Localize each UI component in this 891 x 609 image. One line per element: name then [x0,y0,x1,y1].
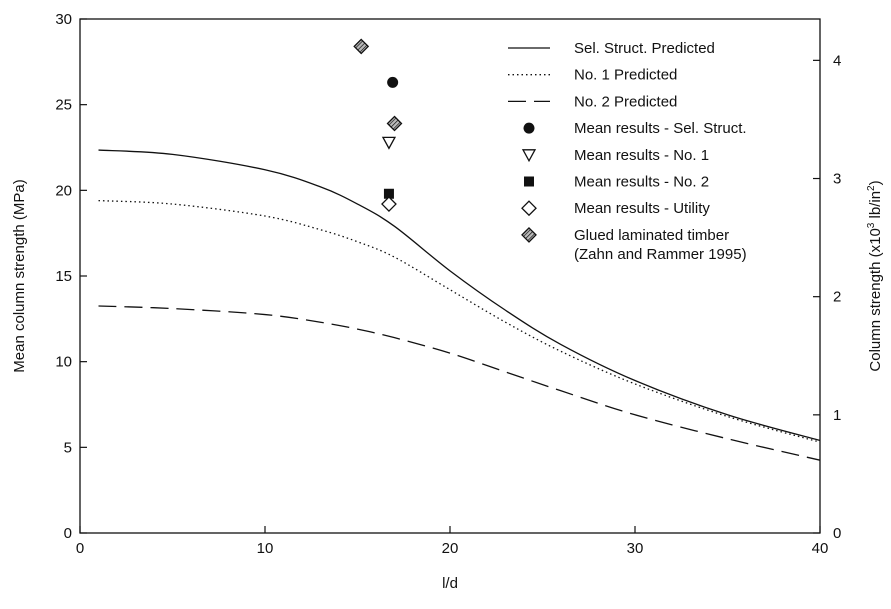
y2-axis-title-sup1: 3 [866,222,877,228]
data-point-6-0 [381,196,397,212]
legend-label-5: Mean results - No. 2 [574,174,709,191]
legend-label-4: Mean results - No. 1 [574,147,709,164]
y-tick-label: 30 [55,11,72,28]
y2-tick-label: 3 [833,171,841,188]
y-axis-title: Mean column strength (MPa) [11,179,28,372]
legend-marker-4 [521,149,537,163]
y2-tick-label: 2 [833,289,841,306]
y-tick-label: 15 [55,268,72,285]
legend-marker-3 [523,122,535,134]
x-tick-label: 10 [257,540,274,557]
x-tick-label: 0 [76,540,84,557]
legend-marker-6 [521,200,537,217]
legend-marker-7 [521,226,537,243]
legend-label-6: Mean results - Utility [574,200,710,217]
legend-label-0: Sel. Struct. Predicted [574,40,715,57]
y2-axis-title-sup2: 2 [866,185,877,191]
x-tick-label: 30 [627,540,644,557]
y2-tick-label: 1 [833,407,841,424]
data-point-3-0 [387,76,399,88]
y-tick-label: 25 [55,97,72,114]
legend-label-3: Mean results - Sel. Struct. [574,120,747,137]
data-point-7-0 [353,38,370,55]
legend-label-1: No. 1 Predicted [574,67,677,84]
data-point-4-0 [381,136,397,150]
y2-tick-label: 4 [833,52,841,69]
legend-marker-5 [524,176,534,187]
series-line-1 [98,199,821,443]
y-tick-label: 0 [64,525,72,542]
y2-axis-title-base: Column strength (x10 [867,228,884,371]
y2-axis-title: Column strength (x103 lb/in2) [866,180,884,371]
data-point-7-1 [386,115,403,132]
data-point-5-0 [383,188,394,199]
x-axis-title: l/d [442,575,458,592]
x-tick-label: 20 [442,540,459,557]
series-line-0 [98,149,821,442]
legend-label-7-line2: (Zahn and Rammer 1995) [574,246,747,263]
plot-frame [79,18,821,534]
y2-axis-title-mid: lb/in [867,191,884,223]
y-tick-label: 5 [64,439,72,456]
y-tick-label: 20 [55,182,72,199]
series-line-2 [98,305,821,461]
y2-axis-title-end: ) [867,180,884,185]
legend-label-7: Glued laminated timber [574,227,729,244]
y2-tick-label: 0 [833,525,841,542]
y-tick-label: 10 [55,354,72,371]
x-tick-label: 40 [812,540,829,557]
legend-label-2: No. 2 Predicted [574,93,677,110]
legend: Sel. Struct. Predicted No. 1 Predicted No.… [508,40,747,263]
